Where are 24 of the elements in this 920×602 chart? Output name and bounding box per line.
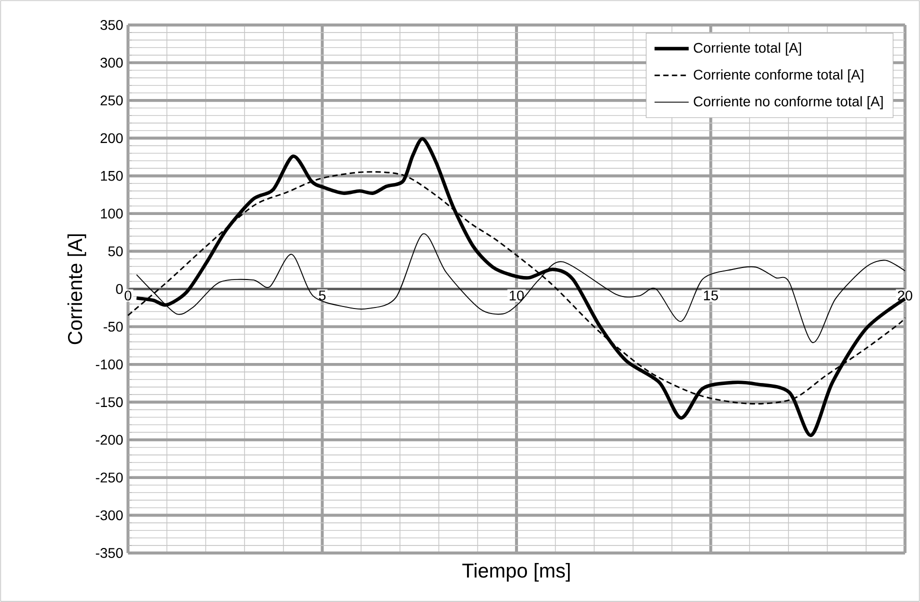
y-axis-title: Corriente [A]	[67, 234, 86, 344]
y-tick-label: 350	[100, 20, 123, 30]
x-tick-label: 5	[318, 290, 326, 300]
y-tick-label: 300	[100, 58, 123, 68]
y-tick-label: -150	[96, 397, 123, 408]
legend-label: Corriente conforme total [A]	[694, 69, 864, 82]
y-tick-label: -100	[96, 359, 123, 370]
x-tick-label: 10	[510, 290, 524, 301]
y-tick-label: 250	[100, 95, 123, 106]
y-tick-label: -50	[104, 322, 123, 332]
y-tick-label: 200	[100, 133, 123, 144]
x-tick-label: 15	[704, 290, 718, 300]
y-tick-label: -250	[96, 472, 123, 483]
y-tick-label: -350	[96, 548, 123, 558]
y-tick-label: -300	[96, 510, 123, 520]
x-axis-title: Tiempo [ms]	[462, 563, 570, 582]
legend-label: Corriente total [A]	[694, 42, 802, 56]
y-tick-label: -200	[96, 434, 123, 445]
y-tick-label: 50	[108, 246, 123, 256]
y-tick-label: 100	[101, 208, 123, 219]
legend-label: Corriente no conforme total [A]	[694, 96, 883, 110]
y-tick-label: 0	[116, 284, 123, 294]
x-tick-label: 0	[124, 290, 132, 301]
y-tick-label: 150	[101, 170, 123, 181]
